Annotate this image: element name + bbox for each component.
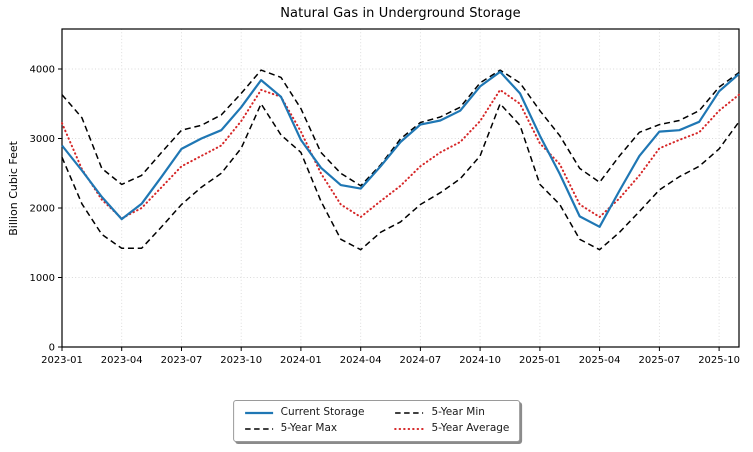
- x-axis-tick-label: 2024-10: [459, 355, 501, 366]
- legend-item-current-storage: Current Storage: [244, 405, 365, 420]
- x-axis-tick-label: 2025-07: [639, 355, 681, 366]
- legend-item-label: 5-Year Average: [431, 422, 510, 434]
- series-line-current-storage: [61, 70, 740, 228]
- legend-item-5-year-max: 5-Year Max: [244, 421, 365, 436]
- legend-item-label: 5-Year Min: [431, 406, 485, 418]
- x-axis-tick-label: 2025-01: [519, 355, 561, 366]
- series-line-5-year-min: [61, 103, 740, 251]
- legend-line-sample: [244, 411, 273, 414]
- legend-item-5-year-average: 5-Year Average: [394, 421, 509, 436]
- page-title: Natural Gas in Underground Storage: [280, 6, 521, 21]
- y-axis-tick-label: 4000: [30, 65, 55, 76]
- legend-line-sample: [394, 427, 425, 430]
- y-axis-tick-label: 0: [49, 343, 55, 354]
- x-axis-tick-label: 2025-04: [579, 355, 621, 366]
- x-axis-tick-label: 2024-07: [400, 355, 442, 366]
- x-axis-tick-label: 2023-10: [220, 355, 262, 366]
- x-axis-tick-label: 2024-04: [340, 355, 382, 366]
- series-line-5-year-max: [61, 69, 740, 187]
- x-axis-tick-label: 2025-10: [698, 355, 740, 366]
- x-axis-tick-label: 2023-04: [101, 355, 143, 366]
- y-axis-tick-label: 3000: [30, 134, 55, 145]
- legend-item-label: 5-Year Max: [280, 422, 338, 434]
- legend: Current Storage 5-Year Min 5-Year Max 5-Yea…: [232, 400, 521, 442]
- legend-item-label: Current Storage: [280, 406, 365, 418]
- x-axis-tick-label: 2024-01: [280, 355, 322, 366]
- plot-border: [61, 28, 740, 348]
- legend-line-sample: [395, 411, 424, 414]
- y-axis-tick-label: 1000: [30, 273, 55, 284]
- legend-item-5-year-min: 5-Year Min: [394, 405, 509, 420]
- x-axis-tick-label: 2023-07: [161, 355, 203, 366]
- series-line-5-year-average: [61, 88, 740, 220]
- legend-line-sample: [244, 427, 273, 430]
- x-axis-tick-label: 2023-01: [41, 355, 83, 366]
- y-axis-tick-label: 2000: [30, 204, 55, 215]
